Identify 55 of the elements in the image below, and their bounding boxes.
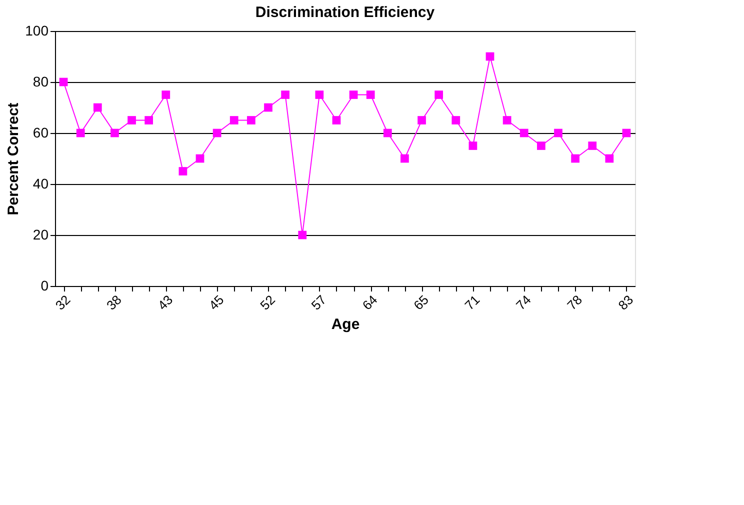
x-tick-label: 38 xyxy=(104,292,124,313)
y-tick-label: 0 xyxy=(40,278,49,294)
point xyxy=(196,154,204,163)
point xyxy=(246,116,256,124)
point xyxy=(76,128,85,138)
point xyxy=(281,90,290,99)
x-tick-label: 74 xyxy=(512,292,534,313)
point xyxy=(178,167,188,176)
point xyxy=(588,142,597,150)
x-tick-label: 52 xyxy=(257,292,278,313)
point xyxy=(571,154,580,163)
x-tick-label: 43 xyxy=(154,292,176,313)
point xyxy=(502,116,512,124)
point xyxy=(264,103,272,112)
point xyxy=(230,116,238,124)
x-tick-label: 57 xyxy=(308,292,330,313)
point xyxy=(622,128,631,138)
point xyxy=(536,142,546,150)
x-tick-label: 45 xyxy=(206,292,227,313)
point xyxy=(212,128,222,138)
y-tick-label: 40 xyxy=(32,176,49,192)
point xyxy=(554,128,562,138)
point xyxy=(418,116,426,124)
x-tick-label: 32 xyxy=(52,292,74,313)
point xyxy=(315,90,324,99)
x-tick-label: 65 xyxy=(410,292,432,313)
point xyxy=(486,52,494,61)
point xyxy=(349,90,358,99)
y-tick-label: 80 xyxy=(32,74,49,90)
y-tick-label: 20 xyxy=(32,226,49,242)
point xyxy=(605,154,614,163)
x-axis-title: Age xyxy=(331,316,360,333)
point xyxy=(520,128,528,138)
x-tick-label: 71 xyxy=(462,292,483,313)
point xyxy=(332,116,341,124)
point xyxy=(298,230,307,240)
x-tick-label: 83 xyxy=(615,292,636,313)
y-tick-label: 100 xyxy=(25,22,49,38)
point xyxy=(110,128,119,138)
x-tick-label: 78 xyxy=(564,292,585,313)
point xyxy=(434,90,444,99)
x-tick-label: 64 xyxy=(359,292,380,313)
point xyxy=(144,116,154,124)
y-tick-label: 60 xyxy=(32,124,49,140)
point xyxy=(128,116,136,124)
point xyxy=(366,90,375,99)
point xyxy=(452,116,460,124)
y-axis-title: Percent Correct xyxy=(5,102,22,216)
point xyxy=(383,128,392,138)
point xyxy=(93,103,102,112)
point xyxy=(468,142,478,150)
point xyxy=(59,78,68,86)
point xyxy=(162,90,170,99)
chart-title: Discrimination Efficiency xyxy=(255,4,436,21)
point xyxy=(400,154,409,163)
